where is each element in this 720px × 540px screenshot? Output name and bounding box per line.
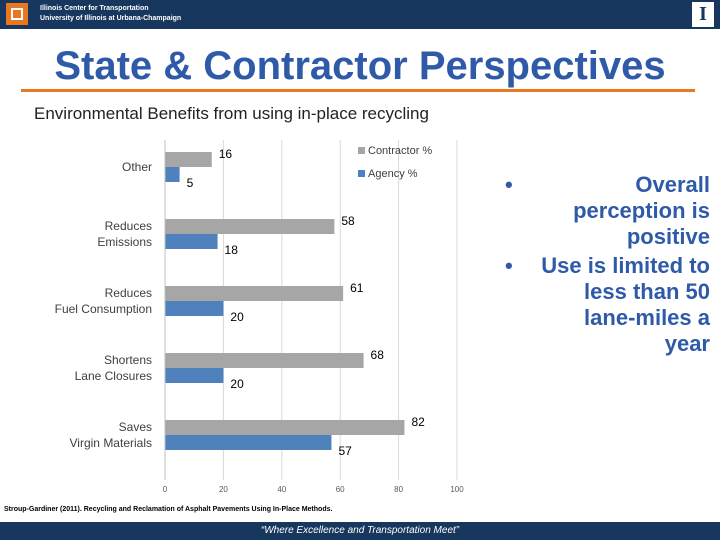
footer-bar: “Where Excellence and Transportation Mee… <box>0 522 720 540</box>
header-bar: Illinois Center for Transportation Unive… <box>0 0 720 29</box>
legend-label: Contractor % <box>368 145 432 157</box>
legend-swatch <box>358 170 365 177</box>
data-label: 61 <box>350 281 364 295</box>
ict-logo-icon <box>6 3 28 25</box>
category-label: Virgin Materials <box>70 436 152 450</box>
org-name: Illinois Center for Transportation <box>40 5 149 12</box>
bar-agency <box>165 167 180 182</box>
data-label: 82 <box>411 415 425 429</box>
bar-agency <box>165 301 224 316</box>
university-name: University of Illinois at Urbana-Champai… <box>40 15 182 22</box>
legend-swatch <box>358 147 365 154</box>
bar-agency <box>165 368 224 383</box>
bullet-text: Use is limited to less than 50 lane-mile… <box>541 253 710 356</box>
bar-contractor <box>165 152 212 167</box>
category-label: Other <box>122 160 152 174</box>
slide-title: State & Contractor Perspectives <box>54 44 666 88</box>
category-label: Reduces <box>105 219 152 233</box>
x-tick-label: 0 <box>163 485 168 494</box>
title-divider <box>21 89 695 92</box>
bullet-item: • Overall perception is positive <box>505 172 710 250</box>
data-label: 5 <box>187 176 194 190</box>
data-label: 20 <box>230 310 244 324</box>
bullet-symbol: • <box>505 253 513 278</box>
bar-agency <box>165 435 332 450</box>
data-label: 16 <box>219 147 233 161</box>
block-i-letter: I <box>699 3 707 25</box>
illinois-block-i-icon: I <box>692 2 714 27</box>
footer-tagline: “Where Excellence and Transportation Mee… <box>260 525 460 536</box>
data-label: 57 <box>338 444 352 458</box>
x-tick-label: 100 <box>450 485 464 494</box>
bar-agency <box>165 234 218 249</box>
x-tick-label: 60 <box>336 485 345 494</box>
category-label: Emissions <box>97 235 152 249</box>
category-label: Fuel Consumption <box>55 302 152 316</box>
bullet-symbol: • <box>505 172 513 197</box>
bullet-list: • Overall perception is positive • Use i… <box>505 172 710 360</box>
bar-chart: 0 20 40 60 80 100 Other 16 5 Reduces Emissions 58 18… <box>55 140 464 494</box>
category-label: Reduces <box>105 286 152 300</box>
legend-label: Agency % <box>368 168 418 180</box>
data-label: 18 <box>225 243 239 257</box>
x-tick-label: 20 <box>219 485 228 494</box>
category-label: Lane Closures <box>75 369 152 383</box>
category-label: Saves <box>119 420 152 434</box>
bar-contractor <box>165 420 405 435</box>
category-label: Shortens <box>104 353 152 367</box>
chart-title: Environmental Benefits from using in-pla… <box>34 104 429 123</box>
data-label: 68 <box>371 348 385 362</box>
bullet-text: Overall perception is positive <box>573 172 710 249</box>
bar-contractor <box>165 286 344 301</box>
x-tick-label: 40 <box>277 485 286 494</box>
bullet-item: • Use is limited to less than 50 lane-mi… <box>505 253 710 357</box>
bar-contractor <box>165 219 335 234</box>
data-label: 58 <box>341 214 355 228</box>
data-label: 20 <box>230 377 244 391</box>
citation: Stroup-Gardiner (2011). Recycling and Re… <box>4 506 333 513</box>
x-tick-label: 80 <box>394 485 403 494</box>
bar-contractor <box>165 353 364 368</box>
